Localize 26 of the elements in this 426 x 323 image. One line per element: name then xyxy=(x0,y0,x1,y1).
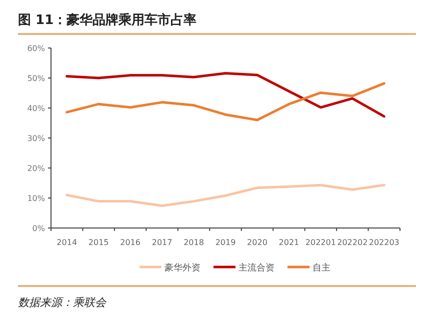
source-note: 数据来源：乘联会 xyxy=(18,296,107,309)
y-tick-label: 20% xyxy=(27,164,46,173)
y-tick-label: 10% xyxy=(27,194,46,203)
x-tick-label: 2016 xyxy=(120,238,140,247)
x-tick-label: 2020 xyxy=(247,238,268,247)
y-tick-label: 50% xyxy=(27,74,46,83)
y-tick-label: 30% xyxy=(27,134,46,143)
x-tick-label: 2018 xyxy=(184,238,204,247)
y-tick-label: 0% xyxy=(32,224,46,233)
chart-title: 图 11：豪华品牌乘用车市占率 xyxy=(18,12,197,28)
x-tick-label: 2014 xyxy=(56,238,78,247)
line-series xyxy=(66,72,386,118)
x-tick-label: 202202 xyxy=(337,238,368,247)
legend-label: 豪华外资 xyxy=(164,262,200,274)
x-tick-label: 202203 xyxy=(368,238,400,247)
x-tick-label: 2019 xyxy=(215,238,236,247)
x-tick-label: 2017 xyxy=(152,238,172,247)
line-series xyxy=(66,82,386,122)
x-tick-label: 2021 xyxy=(278,238,300,247)
legend-label: 自主 xyxy=(312,262,330,274)
line-series xyxy=(66,184,386,208)
y-tick-label: 60% xyxy=(27,44,46,53)
legend-label: 主流合资 xyxy=(238,262,274,274)
y-tick-label: 40% xyxy=(27,104,46,113)
x-tick-label: 2015 xyxy=(88,238,109,247)
x-tick-label: 202201 xyxy=(305,238,336,247)
